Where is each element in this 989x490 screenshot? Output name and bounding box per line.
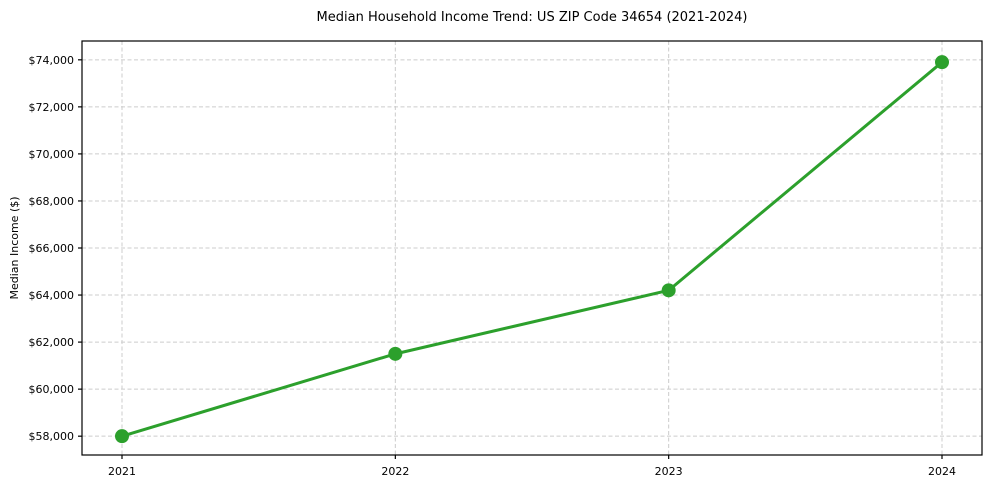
plot-area: $58,000 $60,000 $62,000 $64,000 $66,000 $68,0… (29, 40, 983, 478)
y-tick-label: $64,000 (29, 289, 75, 302)
data-point-marker (935, 55, 949, 70)
y-tick-label: $58,000 (29, 430, 75, 443)
y-tick-label: $70,000 (29, 148, 75, 161)
y-tick-label: $74,000 (29, 54, 75, 67)
data-point-marker (115, 429, 129, 444)
y-tick-label: $66,000 (29, 242, 75, 255)
income-trend-line (120, 60, 944, 438)
x-tick-label: 2022 (381, 465, 409, 478)
data-point-marker (388, 346, 403, 361)
y-tick-label: $60,000 (29, 383, 75, 396)
y-axis-title: Median Income ($) (8, 196, 21, 299)
y-tick-label: $68,000 (29, 195, 75, 208)
y-tick-label: $72,000 (29, 101, 75, 114)
x-tick-label: 2023 (655, 465, 683, 478)
y-tick-label: $62,000 (29, 336, 75, 349)
chart-title: Median Household Income Trend: US ZIP Co… (317, 10, 748, 25)
x-tick-label: 2021 (108, 465, 136, 478)
data-point-marker (661, 283, 676, 298)
x-tick-label: 2024 (928, 465, 956, 478)
